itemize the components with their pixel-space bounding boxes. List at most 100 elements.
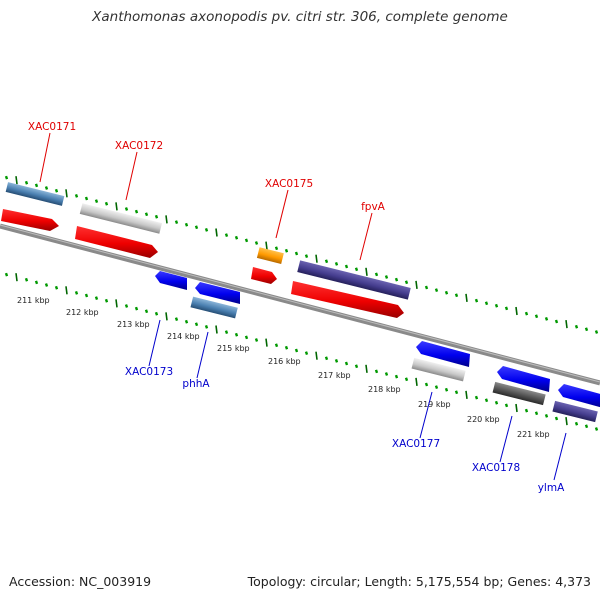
gene-label-xac0177[interactable]: XAC0177 bbox=[392, 438, 440, 450]
upper-track-minor-tick bbox=[104, 201, 109, 206]
upper-track-minor-tick bbox=[54, 188, 59, 193]
upper-track-minor-tick bbox=[194, 225, 199, 230]
upper-track-minor-tick bbox=[594, 330, 599, 334]
upper-track-minor-tick bbox=[484, 301, 489, 306]
leader-xac0175 bbox=[275, 189, 289, 239]
gene-label-fpva[interactable]: fpvA bbox=[361, 201, 386, 213]
upper-track-major-tick bbox=[215, 228, 218, 237]
gene-label-xac0171[interactable]: XAC0171 bbox=[28, 121, 76, 133]
gene-fpvA-forward[interactable] bbox=[291, 260, 411, 318]
lower-track-major-tick bbox=[515, 403, 518, 413]
lower-track-minor-tick bbox=[544, 414, 549, 418]
lower-track-minor-tick bbox=[594, 427, 599, 431]
lower-track-minor-tick bbox=[454, 390, 459, 395]
gene-XAC0175-forward[interactable] bbox=[251, 247, 284, 284]
upper-track-minor-tick bbox=[34, 183, 39, 188]
gene-XAC0178-reverse[interactable] bbox=[492, 366, 550, 406]
gene-ylmA-reverse[interactable] bbox=[552, 384, 600, 423]
lower-track-major-tick bbox=[115, 299, 118, 308]
gene-XAC0177-reverse[interactable] bbox=[411, 341, 470, 382]
upper-track-major-tick bbox=[65, 189, 68, 198]
lower-track-major-tick bbox=[415, 377, 418, 386]
lower-track-minor-tick bbox=[224, 330, 229, 334]
upper-track-major-tick bbox=[465, 293, 468, 302]
leader-xac0173 bbox=[148, 319, 161, 367]
upper-track-major-tick bbox=[15, 176, 18, 185]
kbp-label: 214 kbp bbox=[167, 332, 200, 341]
leader-xac0172 bbox=[125, 151, 138, 201]
upper-track-minor-tick bbox=[454, 293, 459, 298]
lower-track-minor-tick bbox=[504, 403, 509, 408]
lower-track-minor-tick bbox=[404, 377, 409, 382]
kbp-label: 216 kbp bbox=[268, 357, 301, 366]
label-leader-lines bbox=[39, 132, 567, 481]
upper-tick-track bbox=[4, 175, 599, 334]
accession-text: Accession: NC_003919 bbox=[9, 574, 152, 589]
lower-track-major-tick bbox=[265, 338, 268, 347]
kbp-label: 213 kbp bbox=[117, 320, 150, 329]
gene-label-ylma[interactable]: ylmA bbox=[538, 482, 565, 494]
upper-track-minor-tick bbox=[254, 241, 259, 245]
gene-XAC0172-forward[interactable] bbox=[75, 203, 162, 258]
lower-track-minor-tick bbox=[104, 298, 109, 303]
lower-track-minor-tick bbox=[144, 309, 149, 314]
upper-track-minor-tick bbox=[234, 235, 239, 240]
lower-track-minor-tick bbox=[284, 345, 289, 350]
lower-track-minor-tick bbox=[494, 400, 499, 405]
upper-track-minor-tick bbox=[554, 319, 559, 324]
lower-track-minor-tick bbox=[184, 319, 189, 324]
upper-track-major-tick bbox=[165, 215, 168, 224]
gene-label-xac0175[interactable]: XAC0175 bbox=[265, 178, 313, 190]
lower-track-major-tick bbox=[315, 351, 318, 360]
genome-backbone bbox=[0, 223, 600, 386]
lower-track-major-tick bbox=[565, 417, 568, 426]
upper-track-minor-tick bbox=[204, 228, 209, 232]
gene-label-xac0172[interactable]: XAC0172 bbox=[115, 140, 163, 152]
lower-track-minor-tick bbox=[84, 293, 89, 298]
upper-track-minor-tick bbox=[424, 285, 429, 290]
lower-track-minor-tick bbox=[94, 296, 99, 300]
upper-track-minor-tick bbox=[24, 180, 29, 185]
upper-track-minor-tick bbox=[184, 222, 189, 227]
lower-track-minor-tick bbox=[134, 306, 139, 311]
lower-track-minor-tick bbox=[44, 283, 49, 287]
upper-track-major-tick bbox=[115, 202, 118, 211]
lower-track-minor-tick bbox=[234, 332, 239, 337]
genome-backbone-highlight bbox=[0, 224, 600, 383]
genome-title: Xanthomonas axonopodis pv. citri str. 30… bbox=[92, 9, 508, 25]
lower-track-minor-tick bbox=[344, 361, 349, 366]
gene-label-phha[interactable]: phhA bbox=[182, 378, 210, 390]
lower-track-major-tick bbox=[65, 286, 68, 295]
gene-label-xac0178[interactable]: XAC0178 bbox=[472, 462, 520, 474]
lower-track-minor-tick bbox=[24, 277, 29, 282]
upper-track-minor-tick bbox=[124, 207, 129, 211]
lower-track-minor-tick bbox=[524, 408, 529, 413]
upper-track-minor-tick bbox=[324, 259, 329, 264]
upper-track-minor-tick bbox=[154, 214, 159, 219]
upper-track-minor-tick bbox=[504, 306, 509, 311]
lower-track-minor-tick bbox=[424, 382, 429, 387]
leader-xac0177 bbox=[419, 391, 433, 439]
lower-track-minor-tick bbox=[244, 335, 249, 340]
upper-track-minor-tick bbox=[524, 311, 529, 316]
gene-label-xac0173[interactable]: XAC0173 bbox=[125, 366, 173, 378]
upper-track-minor-tick bbox=[74, 194, 79, 198]
gene-phhA-reverse[interactable] bbox=[190, 282, 240, 319]
upper-track-minor-tick bbox=[174, 220, 179, 224]
lower-track-minor-tick bbox=[304, 351, 309, 355]
lower-track-minor-tick bbox=[484, 398, 489, 403]
lower-track-minor-tick bbox=[154, 311, 159, 316]
lower-track-minor-tick bbox=[294, 348, 299, 353]
lower-track-minor-tick bbox=[324, 356, 329, 361]
gene-XAC0171-forward[interactable] bbox=[1, 182, 65, 231]
lower-track-minor-tick bbox=[74, 291, 79, 295]
upper-track-minor-tick bbox=[334, 262, 339, 266]
upper-track-minor-tick bbox=[384, 275, 389, 279]
lower-track-minor-tick bbox=[354, 364, 359, 369]
gene-XAC0173-reverse[interactable] bbox=[155, 271, 187, 290]
upper-track-minor-tick bbox=[534, 314, 539, 319]
upper-track-major-tick bbox=[415, 280, 418, 289]
lower-track-minor-tick bbox=[4, 272, 9, 277]
lower-track-minor-tick bbox=[554, 416, 559, 421]
